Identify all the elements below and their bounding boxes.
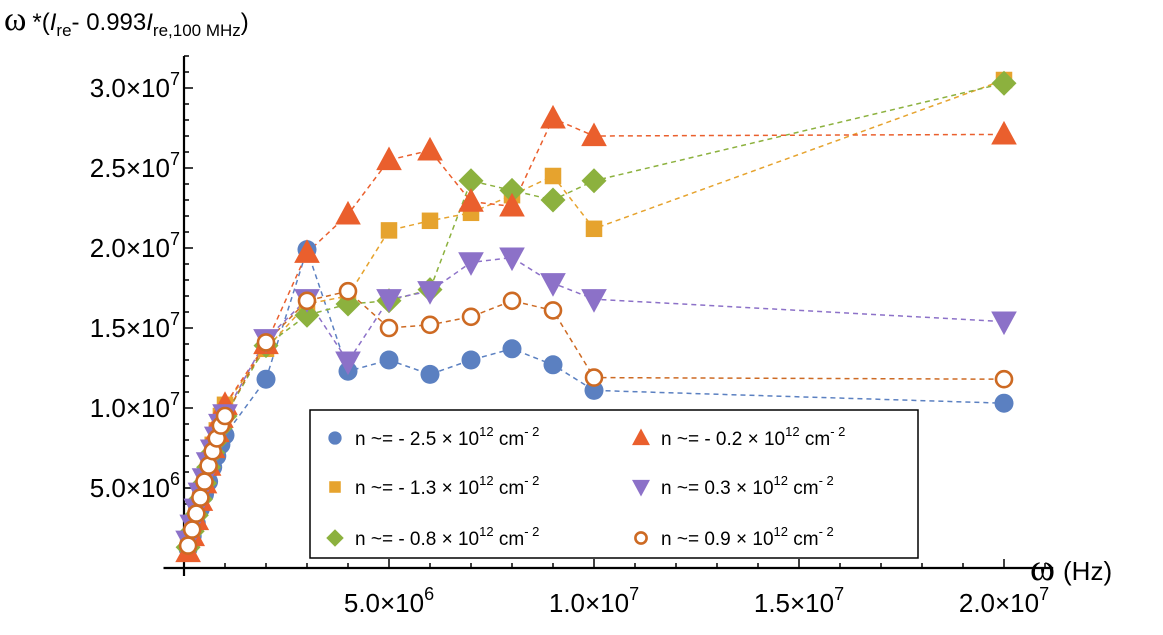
data-point-n2.5 <box>502 339 522 359</box>
data-point-n-0.2 <box>294 239 320 263</box>
data-point-n0.3 <box>499 247 525 272</box>
data-point-n0.3 <box>376 289 402 313</box>
legend-box <box>309 409 919 559</box>
data-point-n0.3 <box>417 281 443 305</box>
data-point-n-0.2 <box>581 122 607 147</box>
y-tick-label: 1.0×107 <box>90 389 180 423</box>
data-point-n2.5 <box>379 350 399 370</box>
data-point-n2.5 <box>256 369 276 389</box>
legend-marker-n0.3 <box>632 479 650 497</box>
data-point-n0.9 <box>584 368 604 387</box>
data-point-n1.3 <box>544 167 562 185</box>
data-point-n0.9 <box>187 504 206 523</box>
data-point-n0.8 <box>581 168 607 194</box>
data-point-n0.9 <box>379 318 399 338</box>
data-point-n1.3 <box>380 222 398 239</box>
data-point-n0.9 <box>338 281 358 301</box>
data-point-n1.3 <box>421 212 439 230</box>
data-point-n0.8 <box>458 168 484 194</box>
data-point-n-0.2 <box>376 146 402 171</box>
legend-label-n0.3: n ~= 0.3 × 1012 cm- 2 <box>661 473 834 499</box>
data-point-n1.3 <box>585 220 603 238</box>
data-point-n0.9 <box>256 333 276 352</box>
legend-marker-n0.8 <box>326 529 344 547</box>
y-axis-title: ω *(Ire- 0.993Ire,100 MHz) <box>4 1 249 40</box>
legend-marker-n1.3 <box>329 481 341 493</box>
legend-marker-n0.9 <box>634 531 648 545</box>
data-point-n2.5 <box>994 393 1014 413</box>
axes: 5.0×106 1.0×107 1.5×107 2.0×107 5.0×106 1.0×1… <box>90 55 1054 618</box>
series-line-n2.5 <box>187 247 1005 550</box>
y-tick-label: 3.0×107 <box>90 69 180 103</box>
data-point-n0.3 <box>458 252 484 276</box>
data-point-n0.3 <box>540 273 566 297</box>
data-point-n0.3 <box>991 311 1017 336</box>
data-point-n0.9 <box>191 488 210 507</box>
data-point-n-0.2 <box>458 188 484 212</box>
data-point-n0.3 <box>581 289 607 313</box>
data-point-n0.9 <box>215 406 235 426</box>
data-point-n0.9 <box>502 291 522 311</box>
legend-marker-n2.5 <box>328 431 342 445</box>
x-tick-label: 5.0×106 <box>344 584 434 618</box>
data-point-n0.9 <box>543 301 563 320</box>
data-point-n-0.2 <box>335 200 361 225</box>
data-point-n0.9 <box>994 369 1014 389</box>
y-tick-label: 2.5×107 <box>90 149 180 183</box>
data-point-n0.9 <box>461 307 481 327</box>
series-markers <box>175 70 1017 563</box>
y-axis-omega-symbol: ω <box>4 1 26 38</box>
data-point-n0.9 <box>297 291 317 311</box>
data-point-n2.5 <box>543 355 563 375</box>
legend-marker-n-0.2 <box>632 428 650 446</box>
data-point-n2.5 <box>584 380 604 400</box>
data-point-n2.5 <box>461 350 481 370</box>
y-tick-label: 2.0×107 <box>90 229 180 263</box>
data-point-n0.9 <box>178 536 198 555</box>
data-point-n0.3 <box>335 351 361 376</box>
data-point-n0.8 <box>540 187 566 213</box>
data-point-n0.9 <box>182 520 202 539</box>
legend-label-n-0.2: n ~= - 0.2 × 1012 cm- 2 <box>661 424 845 450</box>
data-point-n-0.2 <box>540 104 566 129</box>
x-tick-label: 1.0×107 <box>549 584 639 618</box>
legend-label-n0.8: n ~= - 0.8 × 1012 cm- 2 <box>355 524 539 550</box>
data-point-n0.8 <box>991 70 1017 96</box>
legend: n ~= - 2.5 × 1012 cm- 2 n ~= - 0.2 × 1012… <box>309 409 919 559</box>
x-tick-label: 1.5×107 <box>754 584 844 618</box>
data-point-n2.5 <box>420 364 440 384</box>
legend-label-n2.5: n ~= - 2.5 × 1012 cm- 2 <box>355 424 539 450</box>
data-point-n0.8 <box>499 177 525 203</box>
legend-label-n1.3: n ~= - 1.3 × 1012 cm- 2 <box>355 473 539 499</box>
legend-label-n0.9: n ~= 0.9 × 1012 cm- 2 <box>661 524 834 550</box>
data-point-n-0.2 <box>417 136 443 161</box>
data-point-n0.9 <box>420 315 440 335</box>
data-point-n0.8 <box>294 302 320 328</box>
y-tick-label: 1.5×107 <box>90 309 180 343</box>
data-point-n-0.2 <box>991 120 1017 145</box>
data-point-n0.9 <box>195 472 214 491</box>
data-point-n-0.2 <box>499 192 525 217</box>
y-tick-label: 5.0×106 <box>90 469 180 503</box>
x-tick-label: 2.0×107 <box>959 584 1049 618</box>
